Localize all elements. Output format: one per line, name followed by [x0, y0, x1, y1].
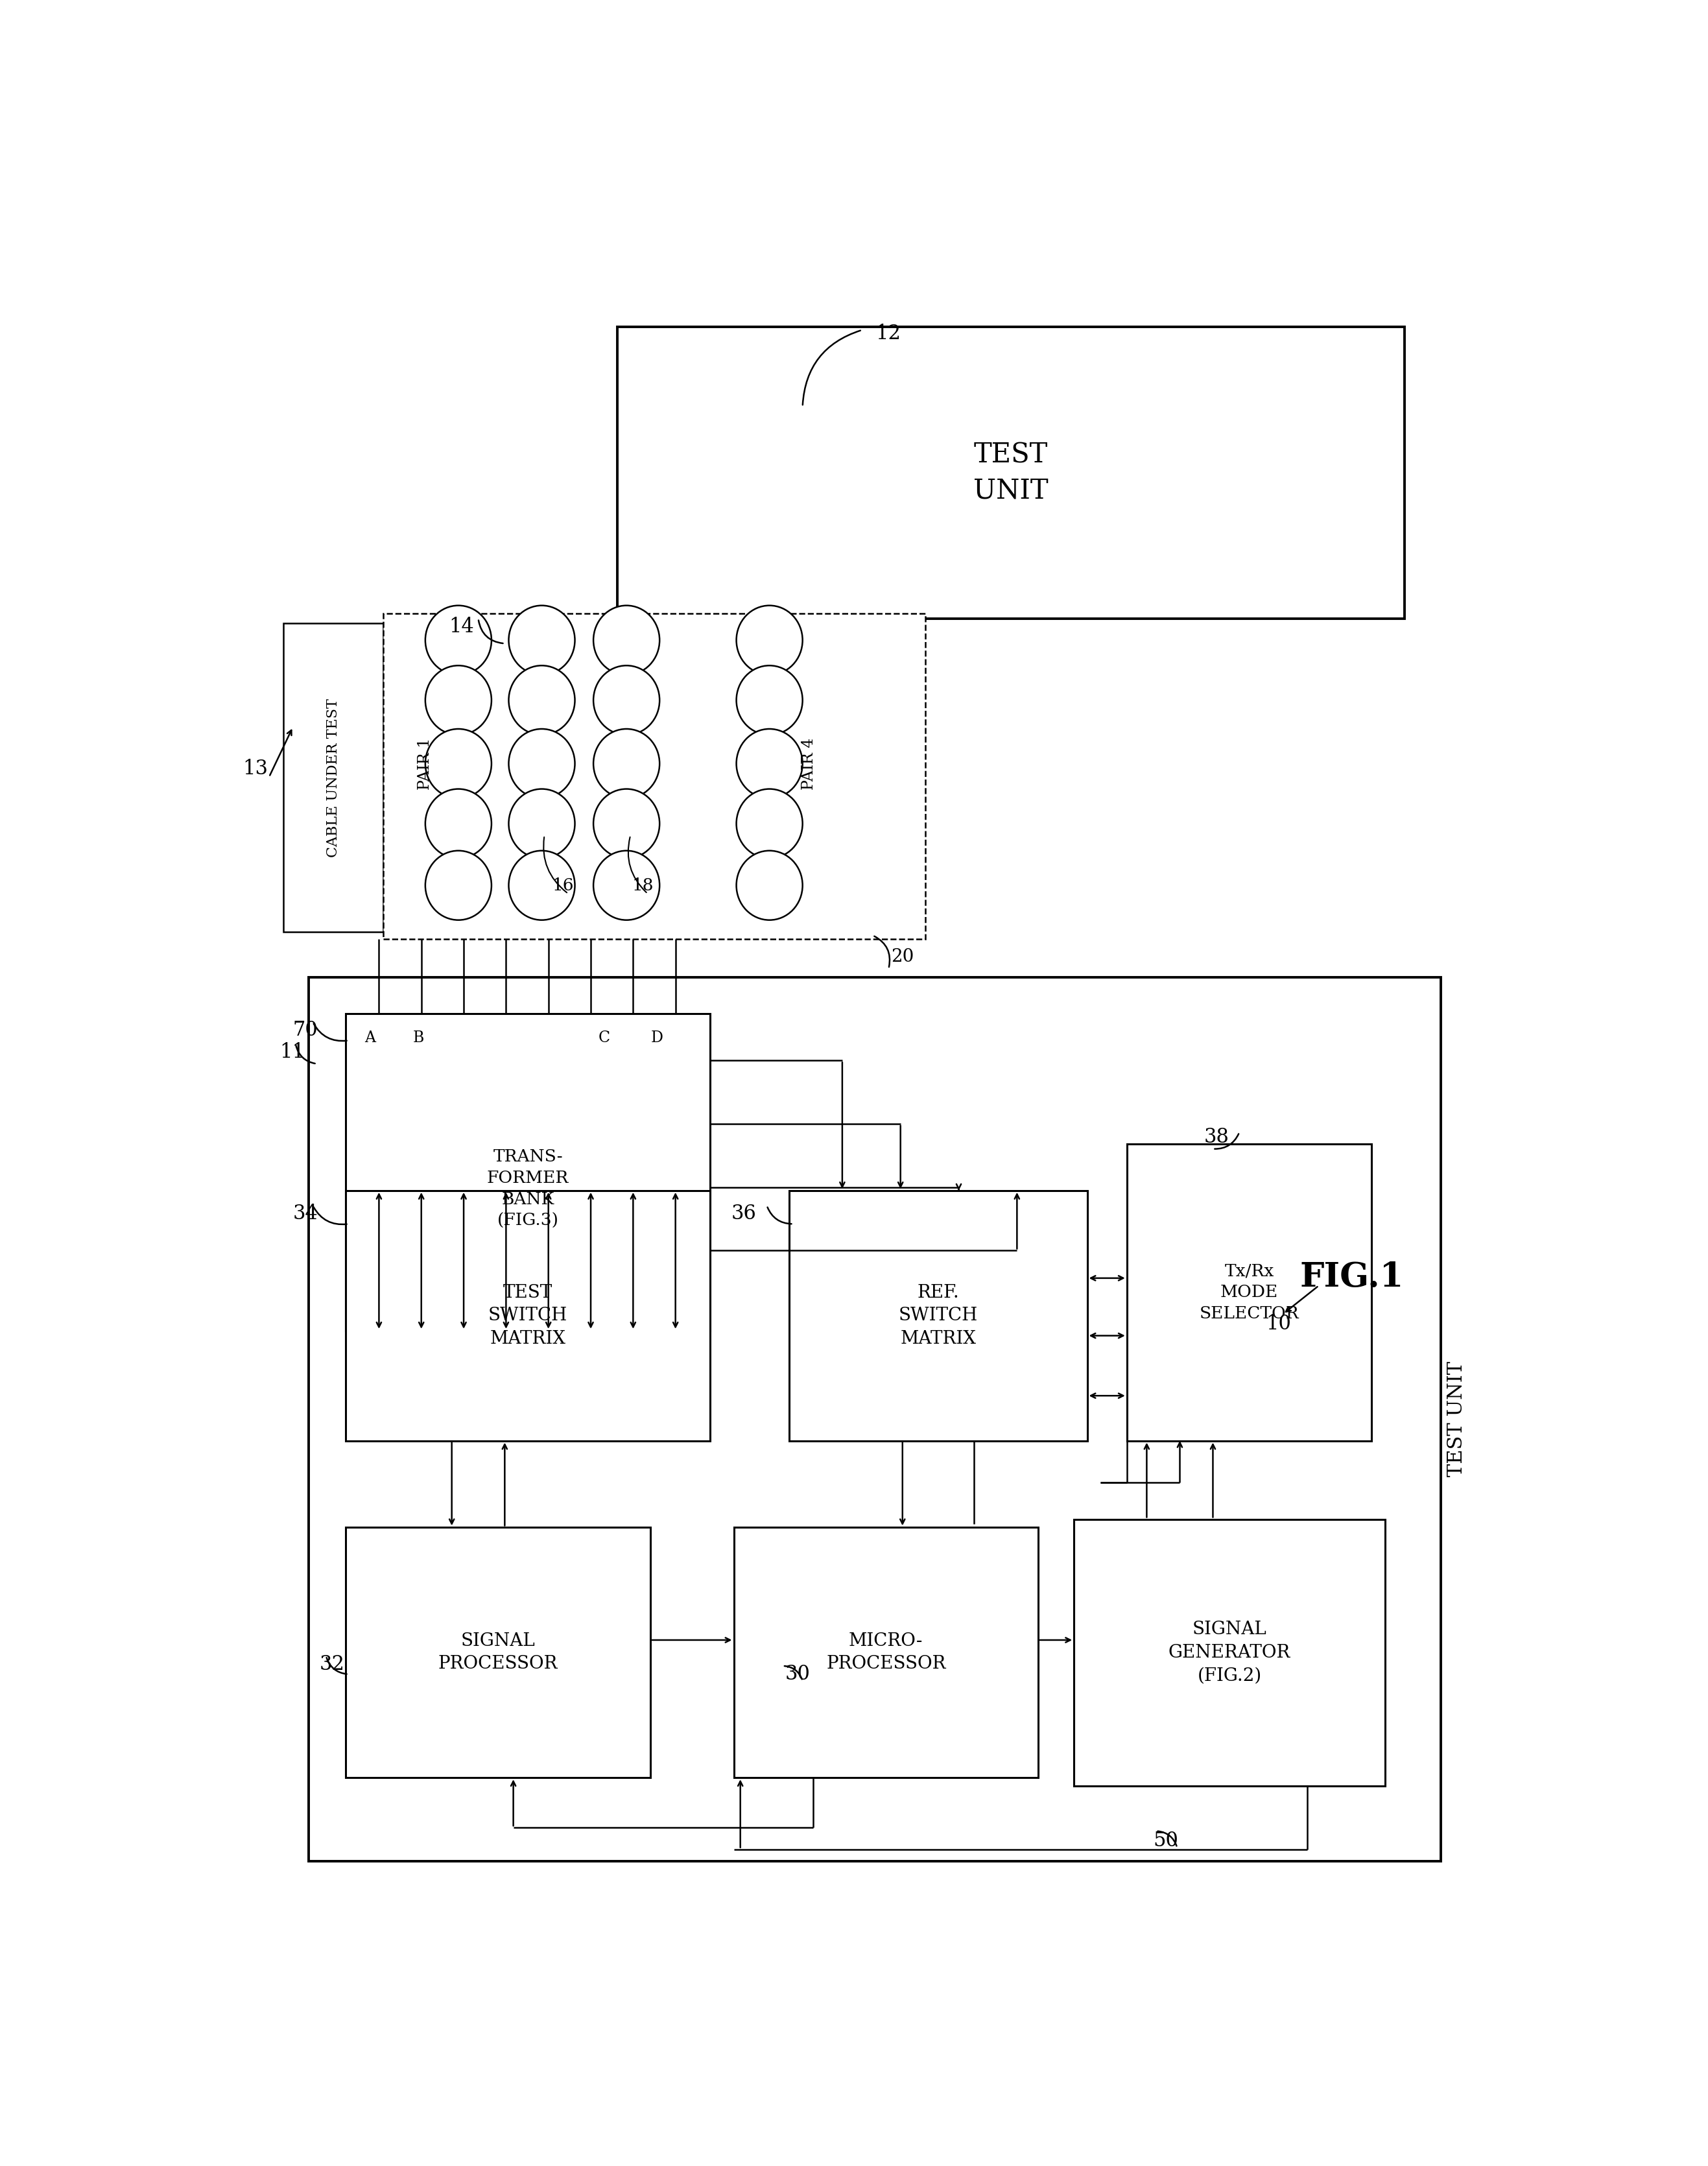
Ellipse shape	[736, 788, 803, 858]
Text: 70: 70	[294, 1020, 318, 1040]
Text: 32: 32	[319, 1655, 345, 1674]
Text: 10: 10	[1266, 1315, 1291, 1334]
Text: 12: 12	[874, 323, 900, 344]
Ellipse shape	[593, 788, 659, 858]
Text: 38: 38	[1204, 1126, 1228, 1148]
Ellipse shape	[736, 851, 803, 921]
Ellipse shape	[509, 665, 576, 734]
Bar	[309, 977, 1440, 1861]
Text: 18: 18	[632, 877, 654, 892]
Ellipse shape	[425, 788, 492, 858]
Text: 36: 36	[731, 1204, 757, 1224]
Bar	[345, 1014, 711, 1330]
Bar	[383, 613, 926, 938]
Ellipse shape	[736, 606, 803, 676]
Ellipse shape	[736, 665, 803, 734]
Text: FIG.1: FIG.1	[1300, 1261, 1404, 1293]
Ellipse shape	[425, 851, 492, 921]
Ellipse shape	[509, 730, 576, 799]
Text: TEST
SWITCH
MATRIX: TEST SWITCH MATRIX	[488, 1284, 567, 1347]
Text: 20: 20	[892, 949, 914, 966]
Text: TRANS-
FORMER
BANK
(FIG.3): TRANS- FORMER BANK (FIG.3)	[487, 1148, 569, 1228]
Bar	[1074, 1518, 1385, 1787]
Ellipse shape	[425, 665, 492, 734]
Bar	[284, 624, 383, 931]
Text: SIGNAL
PROCESSOR: SIGNAL PROCESSOR	[439, 1633, 559, 1672]
Text: TEST UNIT: TEST UNIT	[1447, 1362, 1467, 1477]
Text: 13: 13	[243, 758, 268, 778]
Text: 11: 11	[280, 1042, 306, 1061]
Bar	[734, 1527, 1038, 1778]
Text: 50: 50	[1153, 1830, 1179, 1852]
Text: TEST
UNIT: TEST UNIT	[974, 442, 1049, 505]
Ellipse shape	[736, 730, 803, 799]
Bar	[1127, 1144, 1372, 1440]
Bar	[345, 1527, 651, 1778]
Ellipse shape	[509, 788, 576, 858]
Text: CABLE UNDER TEST: CABLE UNDER TEST	[326, 697, 340, 858]
Text: Tx/Rx
MODE
SELECTOR: Tx/Rx MODE SELECTOR	[1199, 1263, 1300, 1321]
Ellipse shape	[509, 851, 576, 921]
Ellipse shape	[593, 606, 659, 676]
Bar	[789, 1191, 1086, 1440]
Text: B: B	[413, 1031, 424, 1046]
Ellipse shape	[593, 665, 659, 734]
Text: SIGNAL
GENERATOR
(FIG.2): SIGNAL GENERATOR (FIG.2)	[1168, 1620, 1291, 1685]
Ellipse shape	[593, 730, 659, 799]
Text: C: C	[598, 1031, 610, 1046]
Text: PAIR 1: PAIR 1	[418, 739, 432, 791]
Text: PAIR 4: PAIR 4	[801, 739, 816, 791]
Text: 14: 14	[449, 617, 475, 637]
Text: 16: 16	[552, 877, 574, 892]
Ellipse shape	[509, 606, 576, 676]
Ellipse shape	[425, 606, 492, 676]
Text: 34: 34	[294, 1204, 318, 1224]
Text: D: D	[651, 1031, 663, 1046]
Text: MICRO-
PROCESSOR: MICRO- PROCESSOR	[827, 1633, 946, 1672]
Bar	[345, 1191, 711, 1440]
Text: REF.
SWITCH
MATRIX: REF. SWITCH MATRIX	[898, 1284, 979, 1347]
Text: A: A	[364, 1031, 376, 1046]
Bar	[617, 327, 1404, 619]
Ellipse shape	[425, 730, 492, 799]
Text: 30: 30	[786, 1663, 811, 1685]
Ellipse shape	[593, 851, 659, 921]
